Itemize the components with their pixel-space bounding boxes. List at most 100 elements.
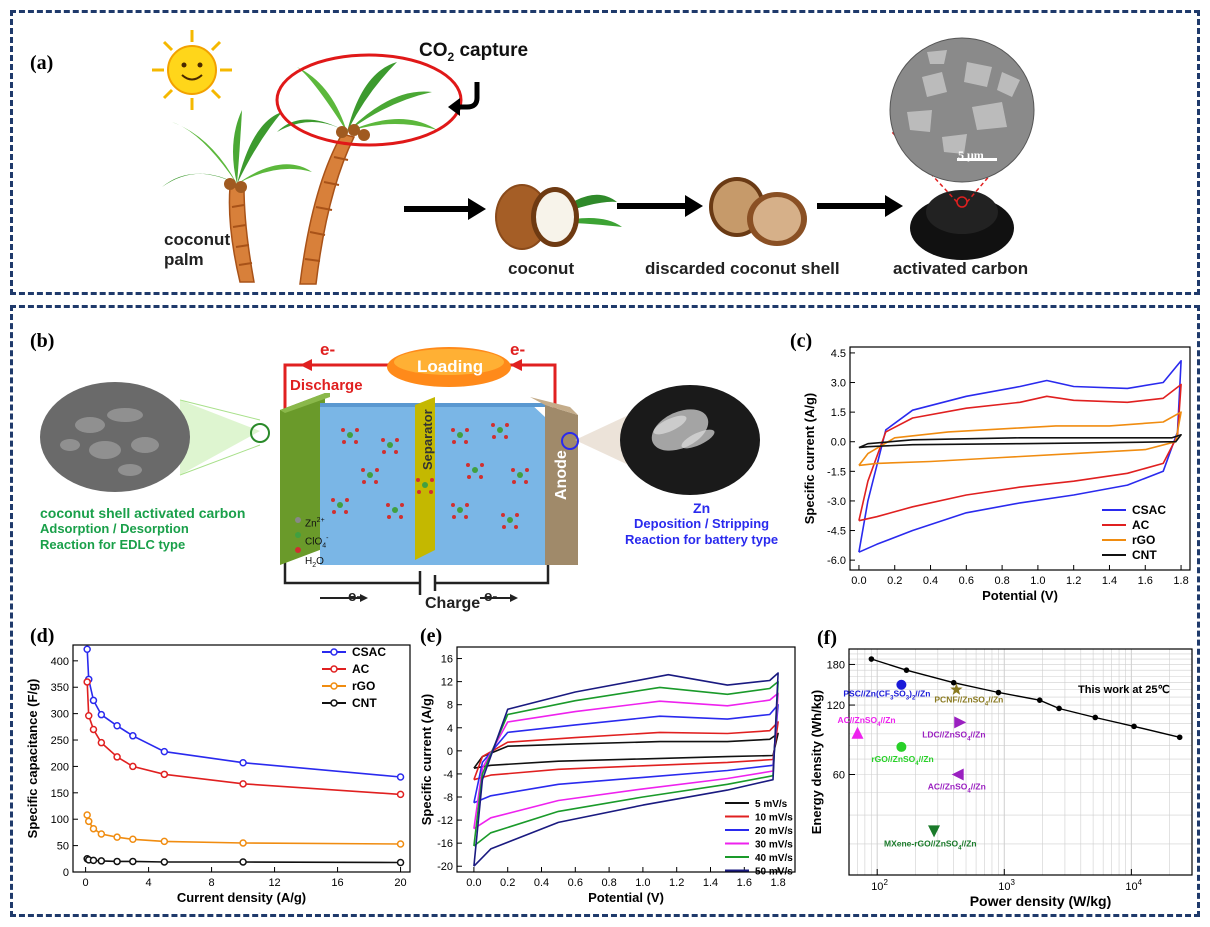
e-minus-top-left: e- <box>320 340 336 359</box>
y-tick-label: 12 <box>441 677 453 689</box>
coconut-palm-label: coconut palm <box>164 230 231 269</box>
y-tick-label: 8 <box>447 700 453 712</box>
y-tick-label: -16 <box>437 838 453 850</box>
comparison-label: PSC//Zn(CF3SO3)2//Zn <box>843 689 930 702</box>
legend-label: CSAC <box>1132 503 1166 517</box>
this-work-point <box>903 667 910 673</box>
data-point <box>129 835 137 844</box>
data-point <box>160 747 169 756</box>
this-work-point <box>868 656 875 662</box>
co2-arrow-head <box>448 98 460 116</box>
x-tick-label: 0.6 <box>959 575 974 587</box>
x-tick-label: 12 <box>268 877 280 889</box>
x-tick-label: 0.2 <box>500 877 515 889</box>
panel-b-label: (b) <box>30 330 55 352</box>
series-line-5mvs <box>473 732 779 769</box>
cathode-description: coconut shell activated carbon Adsorptio… <box>40 505 246 552</box>
this-work-point <box>1092 714 1099 721</box>
y-tick-label: 0.0 <box>831 437 846 449</box>
data-point <box>239 758 247 767</box>
cathode-label: Cathode <box>252 452 269 516</box>
sem-image-cathode <box>40 382 190 492</box>
activated-carbon-pile <box>910 190 1014 260</box>
y-tick-label: 180 <box>827 659 845 671</box>
panel-e-label: (e) <box>420 625 443 647</box>
x-tick-label: 1.2 <box>1066 575 1081 587</box>
data-point <box>129 732 137 740</box>
data-point <box>83 811 91 819</box>
charge-label: Charge <box>425 595 481 612</box>
data-point <box>84 817 93 826</box>
panel-c-label: (c) <box>790 330 813 352</box>
legend-label: AC <box>1132 518 1150 532</box>
comparison-label: rGO//ZnSO4//Zn <box>871 754 933 767</box>
data-point <box>396 773 405 781</box>
marker-circle <box>896 741 907 752</box>
panel-a-label: (a) <box>30 52 54 74</box>
e-minus-bottom-left: e- <box>348 588 362 605</box>
y-axis-label: Specific current (A/g) <box>802 393 817 524</box>
marker-circle <box>896 679 907 690</box>
y-tick-label: 3.0 <box>831 378 846 390</box>
co2-curved-arrow <box>457 82 480 110</box>
legend-label: CSAC <box>352 645 386 659</box>
legend-label: CNT <box>1132 548 1157 562</box>
y-tick-label: 300 <box>51 709 69 721</box>
data-point <box>160 837 169 846</box>
y-tick-label: -4 <box>443 769 453 781</box>
y-tick-label: -20 <box>437 861 453 873</box>
chart-c: 0.0 0.2 0.4 0.6 0.8 1.0 1.2 1.4 1.6 1.8 -6.0 -4.5 -3… <box>802 346 1191 603</box>
data-point <box>113 753 121 761</box>
comparison-label: PCNF//ZnSO4//Zn <box>934 695 1003 708</box>
legend-marker <box>330 682 338 690</box>
palm-tree-small-icon <box>162 110 312 283</box>
coconut-label: coconut <box>508 259 575 278</box>
this-work-point <box>995 689 1002 696</box>
chart-e: 0.0 0.2 0.4 0.6 0.8 1.0 1.2 1.4 1.6 1.8 -20 -16 -12 -… <box>419 646 796 905</box>
data-point <box>239 858 247 866</box>
y-tick-label: -4.5 <box>827 526 846 538</box>
legend-label: rGO <box>1132 533 1155 547</box>
data-point <box>83 645 91 653</box>
x-axis-label: Current density (A/g) <box>177 890 306 905</box>
comparison-label: LDC//ZnSO4//Zn <box>922 729 985 742</box>
x-tick-label: 8 <box>209 877 215 889</box>
x-tick-label: 104 <box>1125 878 1142 893</box>
data-point <box>396 840 405 848</box>
y-tick-label: 4.5 <box>831 348 846 360</box>
y-tick-label: 250 <box>51 735 69 747</box>
data-point <box>97 710 106 719</box>
y-tick-label: -6.0 <box>827 555 846 567</box>
series-line-20mvs <box>473 703 779 804</box>
legend-label: rGO <box>352 679 375 693</box>
x-tick-label: 4 <box>146 877 152 889</box>
x-tick-label: 1.2 <box>669 877 684 889</box>
panel-a-frame <box>10 10 1200 295</box>
palm-tree-large-icon <box>277 62 437 285</box>
series-line-40mvs <box>473 680 779 847</box>
marker-triangle-left <box>951 768 964 781</box>
x-tick-label: 103 <box>998 878 1015 893</box>
y-tick-label: 1.5 <box>831 407 846 419</box>
e-minus-bottom-right: e- <box>484 588 498 605</box>
x-tick-label: 0 <box>83 877 89 889</box>
scale-bar-label: 5 μm <box>958 148 984 162</box>
legend-label: 50 mV/s <box>755 867 793 878</box>
x-tick-label: 16 <box>331 877 343 889</box>
x-tick-label: 1.8 <box>1173 575 1188 587</box>
sem-image-carbon <box>889 37 1035 203</box>
plot-frame <box>72 644 411 873</box>
data-point <box>396 790 405 799</box>
series-line-10mvs <box>473 721 779 781</box>
discarded-shell-label: discarded coconut shell <box>645 259 840 278</box>
y-tick-label: 100 <box>51 814 69 826</box>
y-tick-label: -1.5 <box>827 466 846 478</box>
x-tick-label: 1.0 <box>635 877 650 889</box>
plot-frame <box>456 646 796 873</box>
y-tick-label: -12 <box>437 815 453 827</box>
data-point <box>129 857 137 866</box>
series-line-cnt <box>858 434 1182 449</box>
data-point <box>89 696 98 705</box>
y-axis-label: Specific capacitance (F/g) <box>25 679 40 839</box>
y-tick-label: 400 <box>51 656 69 668</box>
